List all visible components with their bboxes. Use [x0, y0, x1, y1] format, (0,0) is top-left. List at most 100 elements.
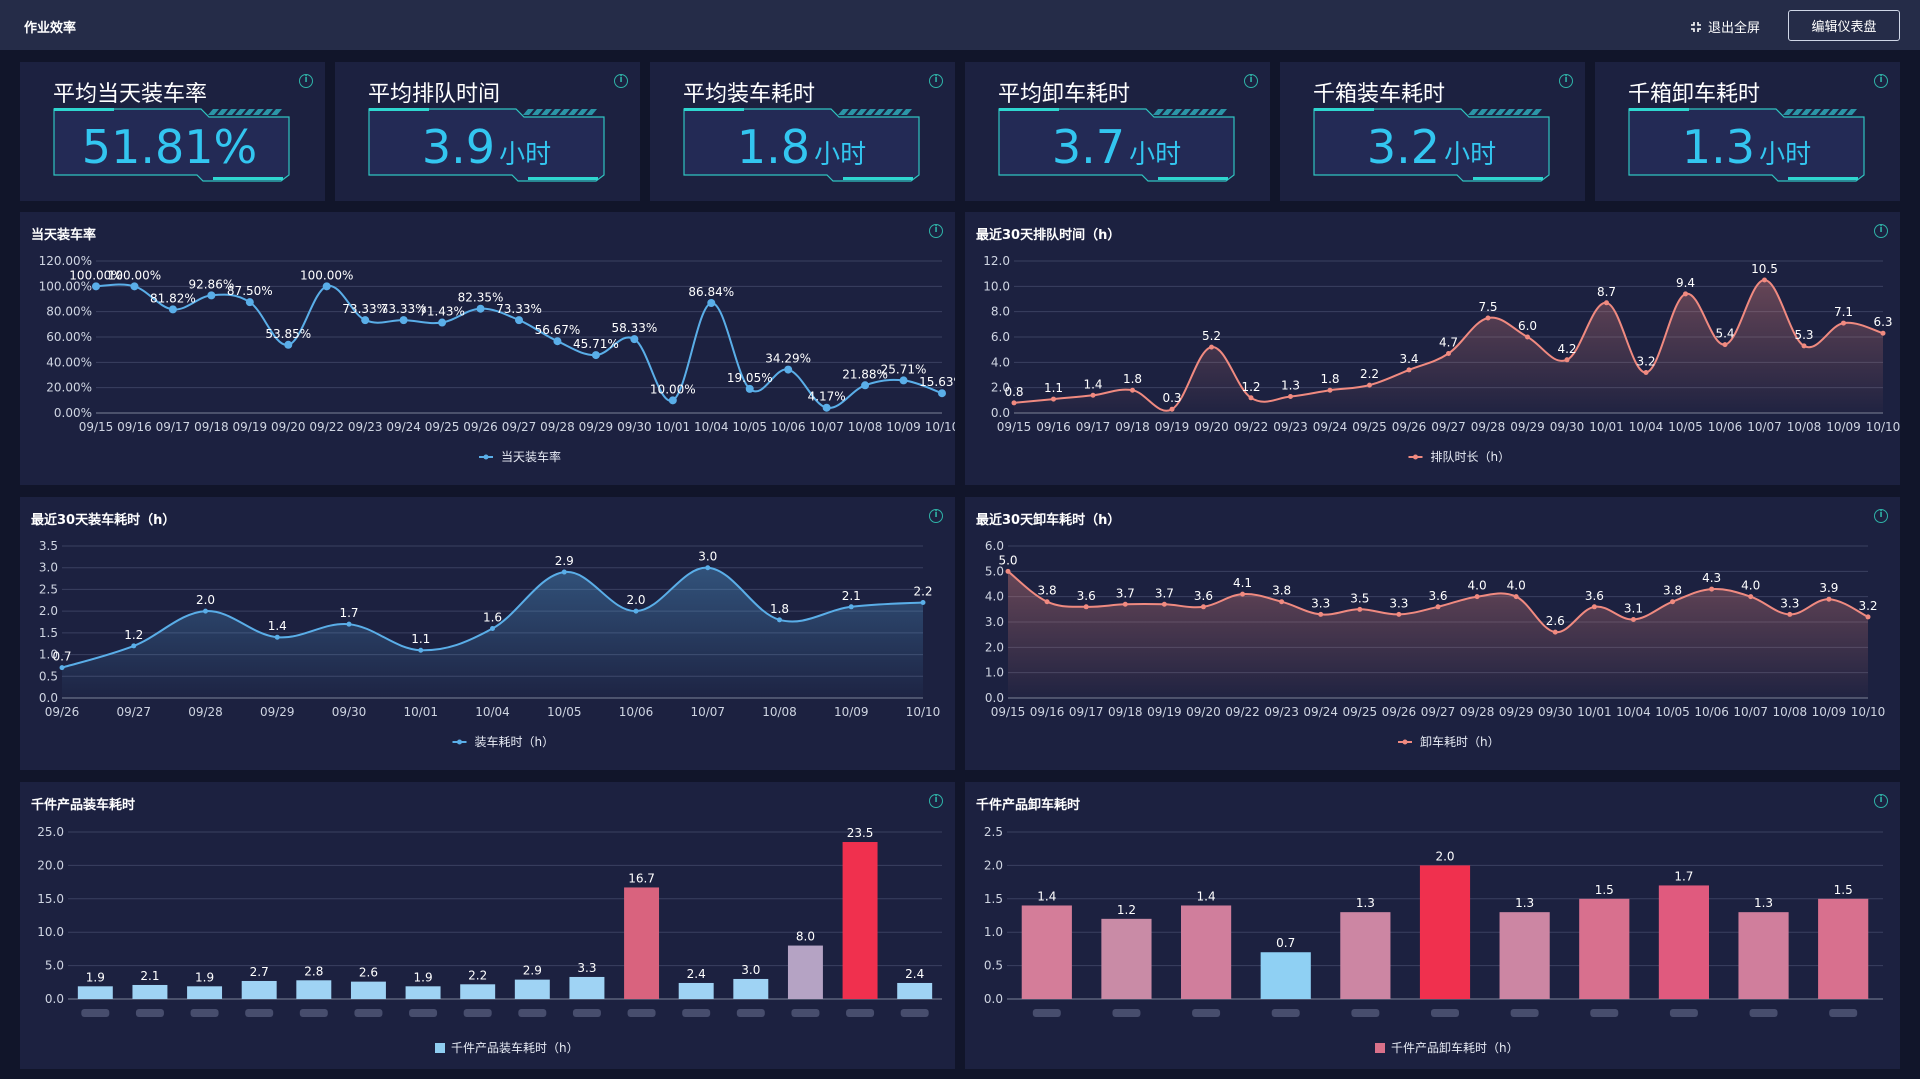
x-tick-label: 09/28: [1471, 420, 1506, 434]
bar: [1499, 912, 1550, 999]
bar-chart-thousand-item-loading: 0.0 5.0 10.0 15.0 20.0 25.0 1.9 2.1 1.9 2.7 2.8 2.6…: [37, 825, 942, 1055]
x-tick-label: 10/05: [547, 705, 582, 719]
data-point: [1762, 277, 1767, 283]
panel-title: 最近30天卸车耗时（h）: [976, 513, 1121, 528]
x-tick-label: 09/18: [1115, 420, 1150, 434]
data-point: [1011, 400, 1017, 406]
info-icon[interactable]: i: [1874, 509, 1888, 523]
data-point: [203, 608, 208, 614]
x-tick-label: 09/16: [1036, 420, 1071, 434]
y-tick-label: 0.5: [39, 669, 58, 683]
x-tick-label: 09/26: [463, 420, 498, 434]
data-point: [92, 282, 100, 291]
data-label: 2.2: [1360, 367, 1379, 381]
info-icon[interactable]: i: [299, 74, 313, 88]
series-area: [62, 567, 923, 698]
x-tick-label: 10/10: [925, 420, 955, 434]
bar: [1260, 952, 1311, 999]
info-icon[interactable]: i: [1244, 74, 1258, 88]
data-label: 8.7: [1597, 285, 1616, 299]
page-title: 作业效率: [24, 21, 77, 36]
data-label: 4.0: [1741, 579, 1760, 593]
data-label: 1.9: [86, 970, 105, 984]
data-label: 4.0: [1468, 579, 1487, 593]
data-label: 4.17%: [808, 390, 846, 404]
data-label: 4.3: [1702, 571, 1721, 585]
y-tick-label: 1.5: [39, 626, 58, 640]
data-label: 34.29%: [765, 352, 811, 366]
x-tick-label: 09/22: [1234, 420, 1269, 434]
exit-fullscreen-button[interactable]: 退出全屏: [1690, 17, 1760, 36]
data-point: [1643, 369, 1649, 375]
data-label: 3.5: [1350, 591, 1369, 605]
data-label: 3.2: [1636, 354, 1655, 368]
data-point: [1525, 334, 1530, 340]
x-label-redacted: [354, 1009, 383, 1017]
x-tick-label: 10/07: [1747, 420, 1782, 434]
kpi-card-avg-queue-time: 平均排队时间 i 3.9 小时: [335, 62, 640, 201]
info-icon[interactable]: i: [1874, 74, 1888, 88]
x-label-redacted: [135, 1009, 164, 1017]
x-tick-label: 09/23: [1273, 420, 1308, 434]
x-label-redacted: [1749, 1009, 1778, 1017]
data-label: 1.2: [1241, 380, 1260, 394]
data-point: [1801, 343, 1807, 349]
bar: [460, 984, 496, 999]
data-point: [1683, 291, 1688, 297]
info-icon[interactable]: i: [1559, 74, 1573, 88]
x-tick-label: 10/07: [690, 705, 725, 719]
kpi-card-thousand-box-loading: 千箱装车耗时 i 3.2 小时: [1280, 62, 1585, 201]
data-label: 3.3: [1311, 596, 1330, 610]
data-label: 100.00%: [300, 268, 353, 282]
bar: [1738, 912, 1789, 999]
legend-label: 排队时长（h）: [1431, 449, 1511, 464]
info-icon[interactable]: i: [614, 74, 628, 88]
data-point: [59, 665, 65, 671]
x-tick-label: 10/08: [762, 705, 797, 719]
data-label: 3.7: [1116, 586, 1135, 600]
y-tick-label: 0.0: [45, 992, 64, 1006]
data-point: [1367, 382, 1372, 388]
info-icon[interactable]: i: [1874, 224, 1888, 238]
x-tick-label: 10/06: [771, 420, 806, 434]
x-tick-label: 09/22: [309, 420, 344, 434]
data-point: [207, 291, 216, 300]
data-label: 3.9: [1819, 581, 1838, 595]
x-tick-label: 10/10: [906, 705, 941, 719]
line-chart-queue-time: 0.0 2.0 4.0 6.0 8.0 10.0 12.0 0.8 1.1 1.4 1.8 0.3 5.…: [983, 254, 1900, 464]
bar: [733, 978, 769, 999]
info-icon[interactable]: i: [929, 794, 943, 808]
panel-thousand-item-loading: 千件产品装车耗时 i 0.0 5.0 10.0 15.0 20.0 25.0 1.9 2.1 1…: [20, 782, 955, 1069]
data-point: [591, 351, 600, 360]
data-point: [284, 340, 293, 349]
exit-fullscreen-label: 退出全屏: [1708, 21, 1761, 36]
x-tick-label: 10/09: [1812, 705, 1847, 719]
kpi-title: 千箱卸车耗时: [1628, 82, 1761, 107]
info-icon[interactable]: i: [929, 74, 943, 88]
y-tick-label: 2.5: [39, 582, 58, 596]
x-label-redacted: [1192, 1009, 1221, 1017]
y-tick-label: 5.0: [985, 564, 1004, 578]
data-point: [1748, 594, 1754, 600]
info-icon[interactable]: i: [929, 509, 943, 523]
info-icon[interactable]: i: [929, 224, 943, 238]
x-tick-label: 10/09: [834, 705, 869, 719]
data-label: 81.82%: [150, 291, 196, 305]
kpi-card-avg-loading-time: 平均装车耗时 i 1.8 小时: [650, 62, 955, 201]
y-tick-label: 6.0: [985, 539, 1004, 553]
x-tick-label: 10/01: [656, 420, 691, 434]
data-label: 2.2: [913, 584, 932, 598]
data-label: 8.0: [796, 930, 815, 944]
data-point: [438, 318, 447, 327]
x-tick-label: 10/09: [886, 420, 921, 434]
x-label-redacted: [1351, 1009, 1380, 1017]
y-tick-label: 100.00%: [39, 279, 92, 293]
legend-label: 千件产品装车耗时（h）: [451, 1040, 579, 1055]
x-tick-label: 09/15: [991, 705, 1026, 719]
info-icon[interactable]: i: [1874, 794, 1888, 808]
edit-dashboard-button[interactable]: 编辑仪表盘: [1788, 10, 1900, 41]
bar: [1419, 865, 1471, 999]
kpi-frame: [368, 108, 605, 182]
kpi-value: 1.8 小时: [736, 120, 867, 174]
kpi-frame: [1313, 108, 1550, 182]
